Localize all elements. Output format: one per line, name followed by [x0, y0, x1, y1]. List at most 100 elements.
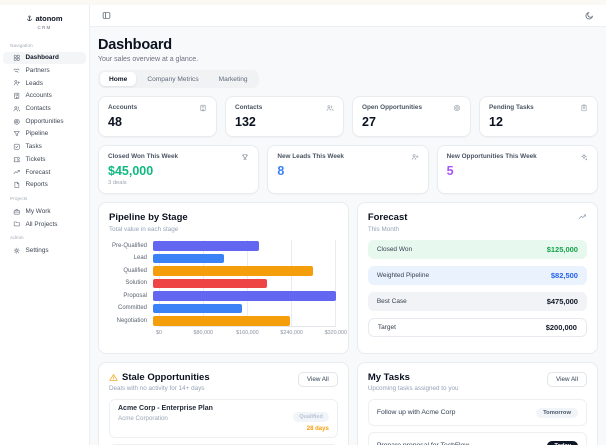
chart-axis-tick: $80,000	[193, 329, 213, 336]
chart-row: Committed	[109, 302, 338, 315]
building-icon	[199, 104, 207, 112]
gear-icon	[13, 247, 21, 255]
tasks-view-all-button[interactable]: View All	[547, 371, 587, 387]
sidebar-item-dashboard[interactable]: Dashboard	[3, 51, 86, 65]
moon-icon	[585, 11, 594, 20]
sidebar-item-partners[interactable]: Partners	[3, 64, 86, 77]
chart-row: Pre-Qualified	[109, 240, 338, 253]
chart-bars: Pre-Qualified Lead Qualified Solution Pr…	[109, 240, 338, 328]
logo-subtext: CRM	[37, 24, 52, 30]
my-tasks-panel: My Tasks Upcoming tasks assigned to you …	[356, 361, 598, 445]
app-frame: atonom CRM Navigation Dashboard Partners…	[0, 5, 606, 445]
page-subtitle: Your sales overview at a glance.	[98, 56, 199, 63]
sidebar-item-label: Forecast	[25, 168, 51, 176]
sidebar-item-pipeline[interactable]: Pipeline	[3, 128, 86, 141]
sidebar-section: Navigation Dashboard Partners Leads Acco…	[0, 38, 89, 192]
sidebar: atonom CRM Navigation Dashboard Partners…	[0, 5, 90, 445]
opportunity-name: Acme Corp - Enterprise Plan	[118, 405, 213, 412]
stat-card-new-leads-this-week: New Leads This Week 8	[267, 145, 429, 194]
briefcase-icon	[13, 208, 21, 216]
stats-row-primary: Accounts 48 Contacts 132 Open Opportunit…	[98, 96, 598, 137]
stat-card-label: Closed Won This Week	[108, 153, 179, 160]
stat-card-label: Pending Tasks	[489, 104, 534, 111]
stat-card-label: Accounts	[108, 104, 138, 111]
forecast-row-label: Target	[377, 323, 396, 331]
sidebar-section: Projects My Work All Projects	[0, 191, 89, 230]
forecast-row-best-case: Best Case $475,000	[367, 291, 587, 311]
stale-opportunities-list: Acme Corp - Enterprise Plan Acme Corpora…	[109, 399, 338, 445]
sidebar-section-label: Navigation	[10, 43, 33, 49]
stale-opportunity-row[interactable]: Acme Corp - Enterprise Plan Acme Corpora…	[109, 399, 338, 438]
clipboard-icon	[580, 104, 588, 112]
task-due-badge: Tomorrow	[536, 407, 578, 418]
sidebar-item-reports[interactable]: Reports	[3, 178, 86, 191]
stale-view-all-button[interactable]: View All	[297, 371, 338, 387]
chart-category-label: Proposal	[123, 292, 147, 299]
pipeline-panel: Pipeline by Stage Total value in each st…	[98, 202, 349, 354]
window-top-strip	[0, 0, 606, 5]
dashboard-content: Dashboard Your sales overview at a glanc…	[90, 27, 606, 445]
stale-opportunities-panel: Stale Opportunities Deals with no activi…	[98, 361, 349, 445]
sidebar-item-tickets[interactable]: Tickets	[3, 153, 86, 166]
warning-icon	[109, 373, 118, 381]
chart-category-label: Pre-Qualified	[111, 242, 147, 249]
sidebar-nav: Navigation Dashboard Partners Leads Acco…	[0, 38, 89, 258]
chart-axis-tick: $0	[156, 329, 162, 336]
page-title: Dashboard	[98, 37, 172, 53]
sidebar-section-label: Admin	[10, 236, 24, 242]
logo-anchor-icon	[27, 15, 33, 21]
forecast-row-value: $82,500	[550, 270, 578, 280]
task-name: Follow up with Acme Corp	[376, 409, 456, 416]
sidebar-item-accounts[interactable]: Accounts	[3, 90, 86, 103]
chart-axis-tick: $240,000	[280, 329, 303, 336]
stat-card-label: New Leads This Week	[277, 153, 344, 160]
forecast-row-weighted-pipeline: Weighted Pipeline $82,500	[367, 265, 587, 285]
sidebar-item-label: Contacts	[25, 105, 51, 113]
sidebar-item-leads[interactable]: Leads	[3, 77, 86, 90]
sidebar-item-label: Tickets	[25, 155, 46, 163]
task-row[interactable]: Follow up with Acme Corp Tomorrow	[367, 399, 587, 426]
main-area: Dashboard Your sales overview at a glanc…	[90, 5, 606, 445]
sidebar-item-label: Tasks	[25, 143, 42, 151]
theme-toggle-button[interactable]	[583, 9, 596, 22]
stat-card-subtext: 3 deals	[108, 180, 127, 186]
stat-card-label: Open Opportunities	[362, 104, 422, 111]
sidebar-item-forecast[interactable]: Forecast	[3, 166, 86, 179]
chart-row: Solution	[109, 277, 338, 290]
middle-panels: Pipeline by Stage Total value in each st…	[98, 202, 598, 354]
tab-company-metrics[interactable]: Company Metrics	[138, 72, 207, 86]
sidebar-item-contacts[interactable]: Contacts	[3, 102, 86, 115]
dashboard-tabs: Home Company Metrics Marketing	[98, 70, 259, 88]
chart-category-label: Lead	[133, 255, 147, 262]
user-plus-icon	[13, 79, 21, 87]
sidebar-item-label: Accounts	[25, 92, 52, 100]
chart-axis-tick: $160,000	[236, 329, 259, 336]
bottom-panels: Stale Opportunities Deals with no activi…	[98, 361, 598, 445]
building-icon	[13, 92, 21, 100]
chart-row: Negotiation	[109, 315, 338, 328]
sidebar-item-my-work[interactable]: My Work	[3, 205, 86, 218]
sidebar-item-label: Dashboard	[25, 54, 59, 62]
tasks-list: Follow up with Acme Corp Tomorrow Prepar…	[367, 399, 587, 445]
sidebar-item-label: My Work	[25, 207, 51, 215]
stats-row-weekly: Closed Won This Week $45,000 3 deals New…	[98, 145, 598, 194]
task-row[interactable]: Prepare proposal for TechFlow Today	[367, 432, 587, 445]
pipeline-bar	[153, 253, 225, 263]
tab-marketing[interactable]: Marketing	[210, 72, 257, 86]
pipeline-panel-subtitle: Total value in each stage	[109, 225, 179, 233]
sidebar-item-opportunities[interactable]: Opportunities	[3, 115, 86, 128]
sidebar-item-tasks[interactable]: Tasks	[3, 140, 86, 153]
stat-card-closed-won-this-week: Closed Won This Week $45,000 3 deals	[98, 145, 260, 194]
sidebar-item-all-projects[interactable]: All Projects	[3, 218, 86, 231]
sidebar-item-settings[interactable]: Settings	[3, 244, 86, 257]
stat-card-value: $45,000	[108, 164, 154, 178]
tab-home[interactable]: Home	[100, 72, 137, 86]
trophy-icon	[241, 153, 249, 161]
sidebar-toggle-button[interactable]	[100, 9, 113, 22]
task-due-badge: Today	[547, 440, 578, 445]
forecast-row-value: $475,000	[546, 296, 578, 306]
sidebar-item-label: Pipeline	[25, 130, 49, 138]
pipeline-bar	[153, 241, 259, 251]
user-plus-icon	[411, 153, 419, 161]
